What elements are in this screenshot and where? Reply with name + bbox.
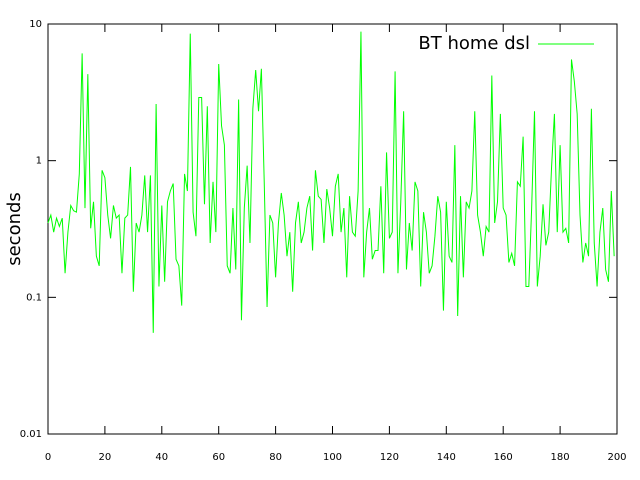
y-tick-label: 0.1	[26, 292, 42, 303]
x-tick-label: 180	[551, 452, 570, 463]
y-tick-label: 0.01	[20, 429, 42, 440]
x-tick-label: 200	[607, 452, 626, 463]
x-tick-label: 140	[437, 452, 456, 463]
x-tick-label: 40	[155, 452, 168, 463]
x-tick-label: 20	[99, 452, 112, 463]
y-axis-label: seconds	[4, 192, 25, 266]
legend-label: BT home dsl	[418, 33, 530, 54]
y-tick-label: 1	[36, 156, 42, 167]
x-tick-label: 100	[323, 452, 342, 463]
x-tick-label: 80	[269, 452, 282, 463]
x-tick-label: 120	[380, 452, 399, 463]
y-tick-label: 10	[29, 19, 42, 30]
x-tick-label: 0	[45, 452, 51, 463]
x-tick-label: 60	[212, 452, 225, 463]
x-tick-label: 160	[494, 452, 513, 463]
data-line	[47, 31, 615, 333]
